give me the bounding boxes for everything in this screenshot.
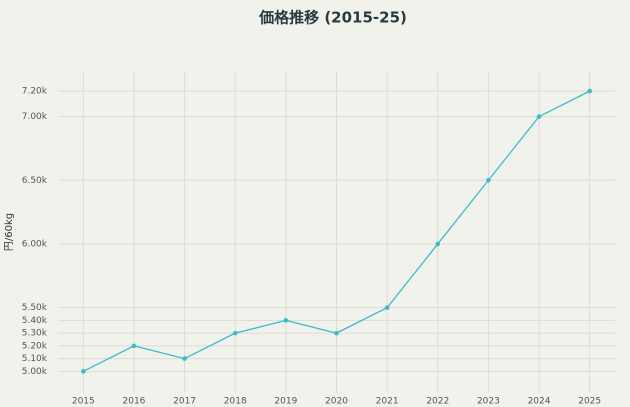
- point: [536, 114, 542, 119]
- y-tick-label: 5.10k: [22, 354, 48, 364]
- y-tick-label: 5.00k: [22, 367, 48, 377]
- x-tick-label: 2018: [224, 397, 247, 407]
- y-tick-label: 5.20k: [22, 341, 48, 351]
- point: [283, 318, 289, 323]
- y-axis-label: 円/60kg: [4, 213, 15, 251]
- point: [131, 343, 137, 349]
- x-tick-label: 2020: [325, 397, 348, 407]
- x-tick-label: 2016: [123, 397, 146, 407]
- y-tick-label: 7.20k: [22, 87, 48, 97]
- point: [81, 369, 86, 374]
- point: [232, 330, 238, 336]
- point: [435, 241, 441, 247]
- x-tick-label: 2024: [528, 397, 551, 407]
- x-tick-label: 2023: [477, 397, 500, 407]
- y-tick-label: 5.50k: [22, 303, 48, 313]
- point: [486, 177, 491, 183]
- y-tick-label: 5.40k: [22, 316, 48, 326]
- point: [587, 88, 592, 94]
- x-tick-label: 2015: [72, 397, 95, 407]
- y-tick-label: 5.30k: [22, 329, 48, 339]
- x-tick-label: 2021: [376, 397, 399, 407]
- x-tick-label: 2022: [426, 397, 449, 407]
- chart-title: 価格推移 (2015-25): [258, 9, 407, 27]
- y-tick-label: 7.00k: [22, 112, 48, 122]
- x-tick-label: 2017: [173, 397, 196, 407]
- point: [384, 305, 390, 310]
- x-tick-label: 2019: [274, 397, 297, 407]
- point: [334, 330, 339, 336]
- y-tick-label: 6.50k: [22, 176, 48, 186]
- y-tick-label: 6.00k: [22, 239, 48, 249]
- x-tick-label: 2025: [578, 397, 601, 407]
- point: [182, 356, 187, 361]
